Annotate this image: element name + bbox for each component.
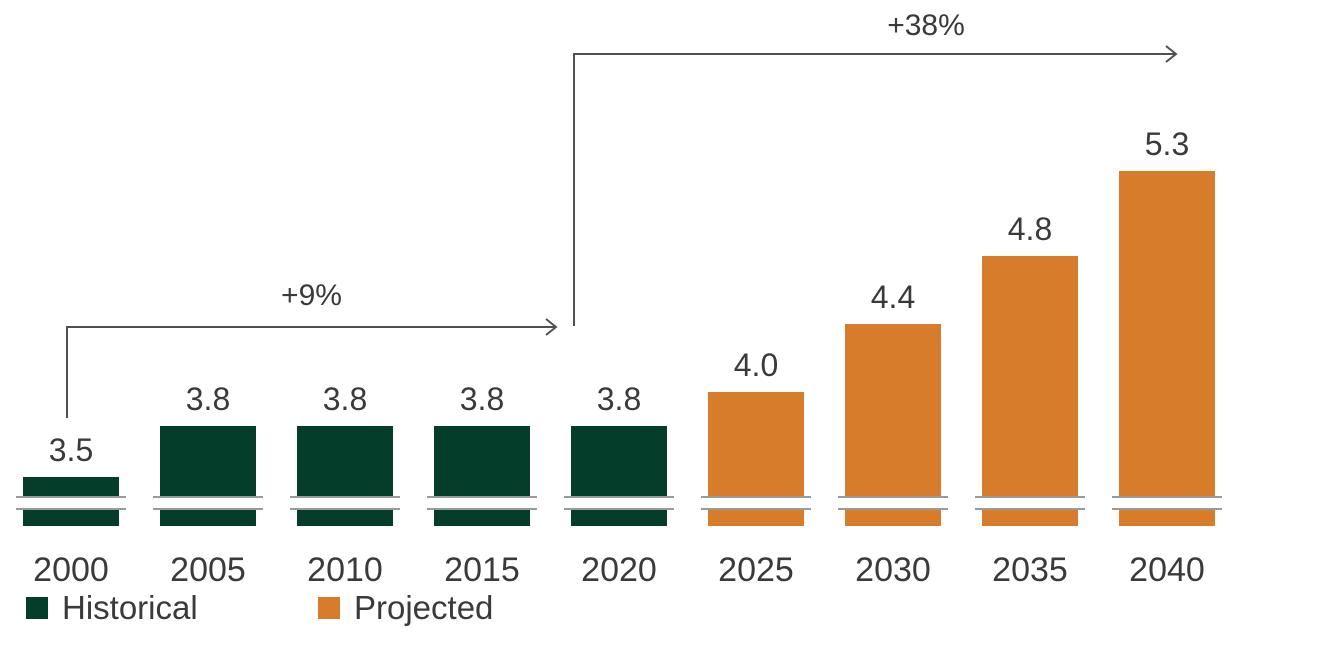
legend-swatch-projected [318,597,340,619]
axis-break-gap-2005 [153,497,263,509]
category-label-2015: 2015 [444,551,520,589]
category-labels-group: 2000 2005 2010 2015 2020 2025 2030 2035 2040 [33,551,1205,589]
axis-break-gap-2000 [16,497,126,509]
bar-2005 [160,426,256,526]
legend-label-projected: Projected [354,589,494,626]
growth-annotations-group: +9% +38% [66,9,1178,418]
growth-arrow-2000-2020 [66,326,556,418]
bar-chart: 3.5 3.8 3.8 3.8 3.8 4.0 4.4 4.8 5.3 2000 2005 2010… [16,9,1222,589]
axis-break-gap-2030 [838,497,948,509]
category-label-2010: 2010 [307,551,383,589]
category-label-2005: 2005 [170,551,246,589]
value-label-2025: 4.0 [734,347,778,383]
bar-2020 [571,426,667,526]
axis-break-gap-2040 [1112,497,1222,509]
axis-break-gap-2015 [427,497,537,509]
axis-break-gap-2025 [701,497,811,509]
growth-label-2020-2040: +38% [887,9,965,42]
value-label-2040: 5.3 [1145,126,1189,162]
bar-2010 [297,426,393,526]
value-label-2000: 3.5 [49,432,93,468]
category-label-2000: 2000 [33,551,109,589]
bar-2030 [845,324,941,526]
legend-swatch-historical [26,597,48,619]
arrowhead-2020 [545,318,558,336]
legend-item-projected: Projected [318,589,493,627]
category-label-2030: 2030 [855,551,931,589]
bar-2040 [1119,171,1215,526]
value-label-2015: 3.8 [460,381,504,417]
legend-item-historical: Historical [26,589,198,627]
bar-2015 [434,426,530,526]
arrowhead-2040 [1165,45,1178,63]
value-label-2020: 3.8 [597,381,641,417]
axis-break-group [16,496,1222,510]
value-label-2035: 4.8 [1008,211,1052,247]
category-label-2025: 2025 [718,551,794,589]
axis-break-gap-2035 [975,497,1085,509]
category-label-2040: 2040 [1129,551,1205,589]
axis-break-gap-2010 [290,497,400,509]
value-label-2030: 4.4 [871,279,915,315]
bar-2035 [982,256,1078,526]
growth-label-2000-2020: +9% [281,279,342,312]
category-label-2035: 2035 [992,551,1068,589]
value-label-2005: 3.8 [186,381,230,417]
axis-break-gap-2020 [564,497,674,509]
value-labels-group: 3.5 3.8 3.8 3.8 3.8 4.0 4.4 4.8 5.3 [49,126,1189,468]
legend-label-historical: Historical [62,589,198,626]
growth-arrow-2020-2040 [573,53,1176,326]
category-label-2020: 2020 [581,551,657,589]
value-label-2010: 3.8 [323,381,367,417]
